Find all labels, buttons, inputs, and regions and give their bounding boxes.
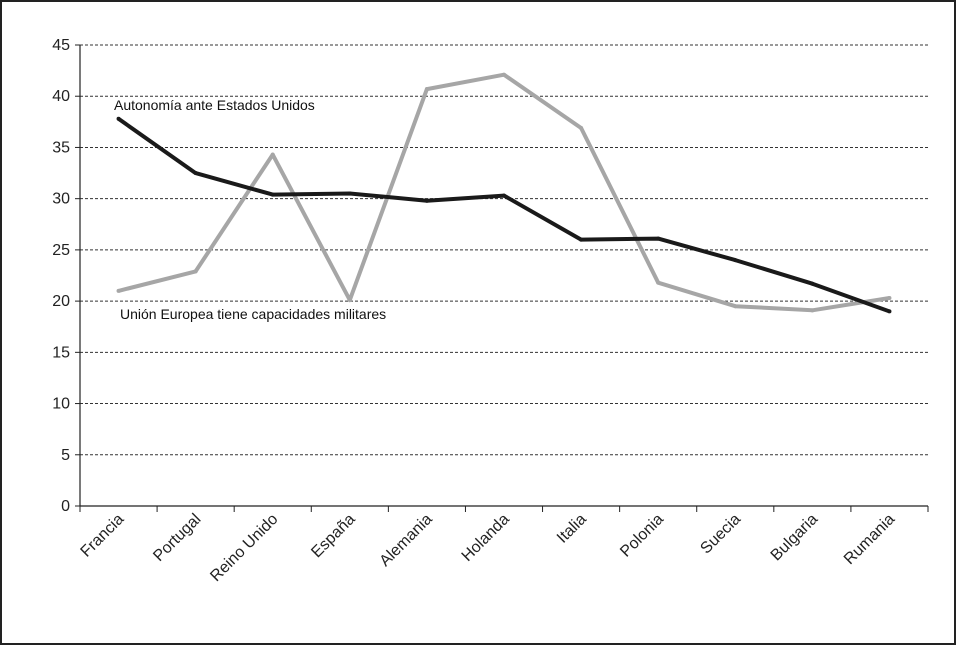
x-tick-label: Portugal (150, 511, 204, 565)
data-point-1-5 (502, 72, 506, 77)
data-point-1-9 (810, 308, 815, 313)
data-point-1-3 (347, 298, 352, 303)
data-point-0-6 (579, 237, 584, 242)
y-tick-label: 30 (52, 191, 70, 208)
data-point-1-4 (424, 87, 429, 92)
axes (75, 44, 929, 512)
x-tick-label: Rumania (841, 511, 898, 568)
gridlines (80, 44, 928, 456)
y-tick-label: 15 (52, 344, 70, 361)
data-point-0-8 (733, 258, 738, 263)
y-tick-label: 20 (52, 293, 70, 310)
x-tick-label: Bulgaria (768, 511, 822, 565)
x-tick-label: Polonia (617, 511, 667, 561)
y-tick-label: 35 (52, 139, 70, 156)
data-point-0-2 (270, 192, 275, 197)
x-tick-label: Alemania (377, 511, 436, 570)
series-lines (116, 72, 892, 314)
data-point-0-5 (502, 193, 506, 198)
data-point-0-3 (347, 191, 352, 196)
x-tick-labels: Francia Portugal Reino Unido España Alemania… (78, 511, 899, 585)
x-tick-label: Reino Unido (207, 511, 281, 585)
y-tick-label: 25 (52, 242, 70, 259)
data-point-1-6 (579, 125, 584, 130)
x-tick-label: Suecia (697, 511, 744, 558)
series-labels: Autonomía ante Estados Unidos Unión Euro… (114, 97, 386, 322)
data-point-0-0 (116, 116, 121, 121)
y-tick-labels: 0 5 10 15 20 25 30 35 40 45 (52, 37, 70, 515)
data-point-1-2 (270, 152, 275, 157)
data-point-0-1 (193, 171, 198, 176)
data-point-1-8 (733, 304, 738, 309)
data-point-1-1 (193, 269, 198, 274)
y-tick-label: 10 (52, 396, 70, 413)
data-point-0-10 (887, 309, 892, 314)
y-tick-label: 0 (61, 498, 70, 515)
y-tick-label: 45 (52, 37, 70, 54)
data-point-0-4 (424, 198, 429, 203)
y-tick-label: 40 (52, 88, 70, 105)
series-label-autonomia: Autonomía ante Estados Unidos (114, 97, 315, 113)
data-point-1-0 (116, 288, 121, 293)
series-label-capacidades: Unión Europea tiene capacidades militare… (120, 306, 386, 322)
x-tick-label: Holanda (459, 511, 513, 565)
data-point-0-7 (656, 236, 661, 241)
x-tick-label: España (308, 511, 358, 561)
data-point-1-7 (656, 280, 661, 285)
x-tick-label: Italia (554, 511, 590, 547)
y-tick-label: 5 (61, 447, 70, 464)
data-point-1-10 (887, 296, 892, 301)
data-point-0-9 (810, 281, 815, 286)
x-tick-label: Francia (78, 511, 128, 561)
